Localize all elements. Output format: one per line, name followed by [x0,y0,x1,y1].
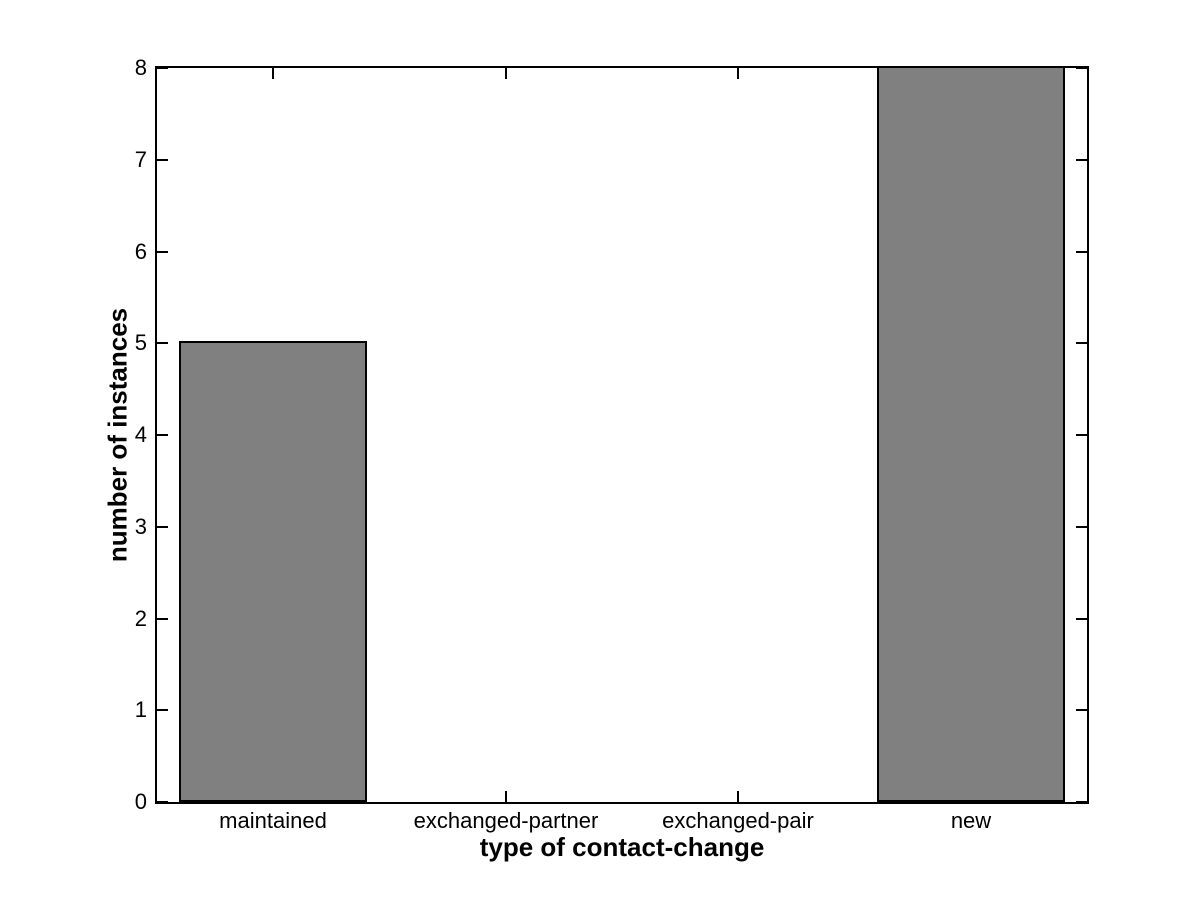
y-tick-left-4 [157,434,168,436]
y-tick-label-0: 0 [134,789,147,814]
y-tick-right-4 [1076,434,1087,436]
y-axis-label: number of instances [102,307,133,563]
y-tick-right-1 [1076,709,1087,711]
y-tick-left-0 [157,801,168,803]
x-tick-top-maintained [272,68,274,79]
y-tick-label-1: 1 [134,697,147,722]
x-tick-label-exchanged-partner: exchanged-partner [413,808,599,833]
y-tick-right-3 [1076,526,1087,528]
y-tick-right-7 [1076,159,1087,161]
y-tick-right-6 [1076,251,1087,253]
y-tick-left-6 [157,251,168,253]
plot-area [155,66,1089,804]
y-tick-left-1 [157,709,168,711]
x-axis-label: type of contact-change [479,832,765,862]
y-tick-left-2 [157,618,168,620]
bar-maintained [179,341,367,802]
y-tick-label-3: 3 [134,514,147,539]
y-tick-label-6: 6 [134,239,147,264]
y-tick-right-2 [1076,618,1087,620]
y-tick-label-7: 7 [134,147,147,172]
y-tick-left-8 [157,67,168,69]
y-tick-left-3 [157,526,168,528]
y-tick-right-8 [1076,67,1087,69]
x-tick-label-maintained: maintained [219,808,327,833]
y-tick-label-4: 4 [134,422,147,447]
y-tick-left-7 [157,159,168,161]
x-tick-label-exchanged-pair: exchanged-pair [662,808,814,833]
y-tick-right-0 [1076,801,1087,803]
x-tick-top-exchanged-partner [505,68,507,79]
x-tick-bottom-exchanged-pair [737,791,739,802]
y-tick-right-5 [1076,342,1087,344]
y-tick-left-5 [157,342,168,344]
x-tick-top-exchanged-pair [737,68,739,79]
y-tick-label-8: 8 [134,55,147,80]
bar-new [877,66,1065,802]
x-tick-bottom-exchanged-partner [505,791,507,802]
y-tick-label-5: 5 [134,330,147,355]
x-tick-label-new: new [950,808,992,833]
y-tick-label-2: 2 [134,606,147,631]
